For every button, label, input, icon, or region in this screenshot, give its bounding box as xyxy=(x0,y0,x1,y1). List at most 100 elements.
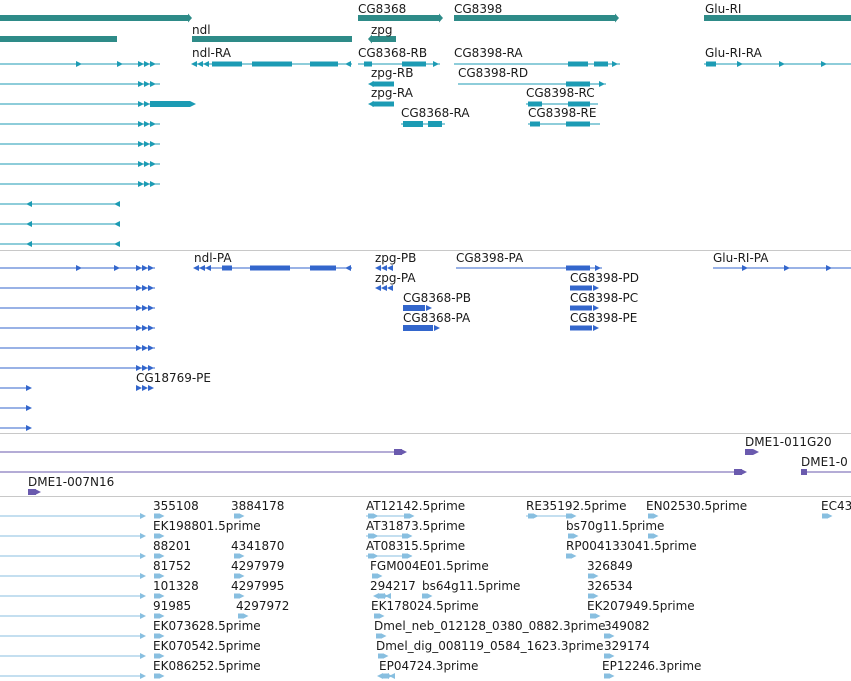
strand-arrow[interactable] xyxy=(144,81,150,87)
strand-arrow[interactable] xyxy=(595,265,601,271)
strand-arrow[interactable] xyxy=(150,141,156,147)
strand-arrow[interactable] xyxy=(609,673,615,679)
strand-arrow[interactable] xyxy=(144,61,150,67)
bac-label-dme1-011g20[interactable]: DME1-011G20 xyxy=(745,435,832,449)
strand-arrow[interactable] xyxy=(150,181,156,187)
exon-block[interactable] xyxy=(566,121,590,127)
est-feature[interactable] xyxy=(648,513,654,519)
strand-arrow[interactable] xyxy=(140,673,146,679)
strand-arrow[interactable] xyxy=(593,305,599,311)
exon-block[interactable] xyxy=(568,101,590,107)
transcript-label-ndl-ra[interactable]: ndl-RA xyxy=(192,46,231,60)
exon-block[interactable] xyxy=(570,305,592,311)
strand-arrow[interactable] xyxy=(114,221,120,227)
strand-arrow[interactable] xyxy=(117,61,123,67)
strand-arrow[interactable] xyxy=(239,513,245,519)
strand-arrow[interactable] xyxy=(753,449,759,455)
strand-arrow[interactable] xyxy=(140,633,146,639)
strand-arrow[interactable] xyxy=(148,285,154,291)
strand-arrow[interactable] xyxy=(140,593,146,599)
strand-arrow[interactable] xyxy=(140,573,146,579)
strand-arrow[interactable] xyxy=(779,61,785,67)
transcript-label-cg8368-ra[interactable]: CG8368-RA xyxy=(401,106,470,120)
bac-clone-dme1-0[interactable] xyxy=(801,469,807,475)
est-label[interactable]: 294217 xyxy=(370,579,416,593)
strand-arrow[interactable] xyxy=(381,633,387,639)
strand-arrow[interactable] xyxy=(401,449,407,455)
strand-arrow[interactable] xyxy=(784,265,790,271)
strand-arrow[interactable] xyxy=(243,613,249,619)
protein-track-features[interactable] xyxy=(0,251,851,433)
strand-arrow[interactable] xyxy=(239,593,245,599)
exon-block[interactable] xyxy=(530,121,540,127)
exon-block[interactable] xyxy=(310,61,338,67)
gene-label-glu-ri[interactable]: Glu-RI xyxy=(705,2,742,16)
est-feature[interactable] xyxy=(154,573,160,579)
transcript-track-features[interactable] xyxy=(0,48,851,250)
strand-arrow[interactable] xyxy=(159,673,165,679)
exon-block[interactable] xyxy=(403,325,433,331)
protein-label-cg8398-pc[interactable]: CG8398-PC xyxy=(570,291,639,305)
est-label[interactable]: 355108 xyxy=(153,499,199,513)
protein-label-cg8398-pa[interactable]: CG8398-PA xyxy=(456,251,524,265)
protein-label-zpg-pa[interactable]: zpg-PA xyxy=(375,271,416,285)
est-label[interactable]: 326849 xyxy=(587,559,633,573)
strand-arrow[interactable] xyxy=(159,633,165,639)
strand-arrow[interactable] xyxy=(26,425,32,431)
gene-track-features[interactable] xyxy=(0,0,851,48)
strand-arrow[interactable] xyxy=(573,533,579,539)
strand-arrow[interactable] xyxy=(26,221,32,227)
strand-arrow[interactable] xyxy=(239,553,245,559)
strand-arrow[interactable] xyxy=(35,489,41,495)
strand-arrow[interactable] xyxy=(26,201,32,207)
est-feature[interactable] xyxy=(604,653,610,659)
est-label[interactable]: Dmel_neb_012128_0380_0882.3prime xyxy=(374,619,606,633)
strand-arrow[interactable] xyxy=(138,161,144,167)
strand-arrow[interactable] xyxy=(345,265,351,271)
est-label[interactable]: AT31873.5prime xyxy=(366,519,466,533)
exon-block[interactable] xyxy=(403,121,423,127)
strand-arrow[interactable] xyxy=(138,61,144,67)
strand-arrow[interactable] xyxy=(612,61,618,67)
est-feature[interactable] xyxy=(154,553,160,559)
strand-arrow[interactable] xyxy=(193,265,199,271)
strand-arrow[interactable] xyxy=(826,265,832,271)
strand-arrow[interactable] xyxy=(609,653,615,659)
strand-arrow[interactable] xyxy=(381,285,387,291)
strand-arrow[interactable] xyxy=(148,365,154,371)
strand-arrow[interactable] xyxy=(148,345,154,351)
exon-block[interactable] xyxy=(222,265,232,271)
est-feature[interactable] xyxy=(588,593,594,599)
est-label[interactable]: RE35192.5prime xyxy=(526,499,627,513)
est-label[interactable]: EK086252.5prime xyxy=(153,659,261,673)
strand-arrow[interactable] xyxy=(26,405,32,411)
strand-arrow[interactable] xyxy=(239,573,245,579)
strand-arrow[interactable] xyxy=(142,385,148,391)
strand-arrow[interactable] xyxy=(345,61,351,67)
est-label[interactable]: EP04724.3prime xyxy=(379,659,479,673)
protein-label-cg8368-pa[interactable]: CG8368-PA xyxy=(403,311,471,325)
est-feature[interactable] xyxy=(566,553,572,559)
est-label[interactable]: 4297972 xyxy=(236,599,290,613)
strand-arrow[interactable] xyxy=(197,61,203,67)
strand-arrow[interactable] xyxy=(609,633,615,639)
est-feature[interactable] xyxy=(378,653,384,659)
strand-arrow[interactable] xyxy=(140,653,146,659)
exon-block[interactable] xyxy=(310,265,336,271)
est-label[interactable]: 4341870 xyxy=(231,539,285,553)
strand-arrow[interactable] xyxy=(381,265,387,271)
strand-arrow[interactable] xyxy=(593,285,599,291)
strand-arrow[interactable] xyxy=(737,61,743,67)
est-feature[interactable] xyxy=(234,593,240,599)
bac-clone-dme1-011g20[interactable] xyxy=(745,449,753,455)
gene-feature[interactable] xyxy=(0,36,117,42)
strand-arrow[interactable] xyxy=(593,325,599,331)
est-feature[interactable] xyxy=(154,633,160,639)
strand-arrow[interactable] xyxy=(159,593,165,599)
est-feature[interactable] xyxy=(374,613,380,619)
est-label[interactable]: 326534 xyxy=(587,579,633,593)
est-label[interactable]: bs70g11.5prime xyxy=(566,519,665,533)
est-feature[interactable] xyxy=(154,613,160,619)
transcript-label-cg8398-ra[interactable]: CG8398-RA xyxy=(454,46,523,60)
est-feature[interactable] xyxy=(376,633,382,639)
